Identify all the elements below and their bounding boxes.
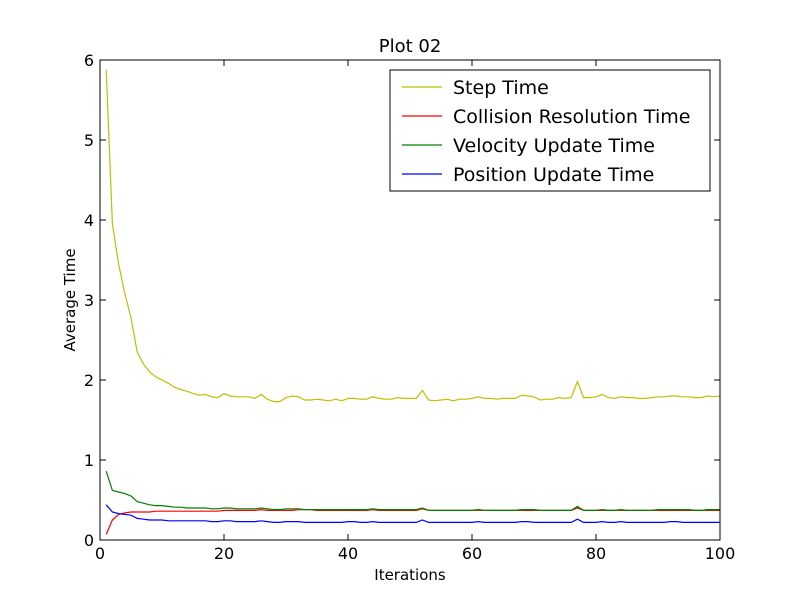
legend-label: Velocity Update Time <box>453 135 655 157</box>
y-tick-label: 0 <box>84 531 94 550</box>
x-tick-label: 0 <box>95 544 105 563</box>
x-axis-label: Iterations <box>374 566 446 584</box>
y-tick-label: 4 <box>84 211 94 230</box>
y-tick-label: 2 <box>84 371 94 390</box>
series-line-4 <box>105 504 720 524</box>
series-line-3 <box>105 471 720 511</box>
legend-label: Position Update Time <box>453 164 654 186</box>
legend-box <box>389 69 711 192</box>
legend: Step Time Collision Resolution Time Veloci… <box>389 69 711 192</box>
y-tick-label: 1 <box>84 451 94 470</box>
y-axis: 0 1 2 3 4 5 6 <box>84 51 720 550</box>
x-tick-label: 40 <box>338 544 358 563</box>
chart-title: Plot 02 <box>379 36 442 57</box>
x-tick-label: 60 <box>462 544 482 563</box>
x-tick-label: 80 <box>586 544 606 563</box>
series-layer <box>105 69 721 535</box>
y-tick-label: 5 <box>84 131 94 150</box>
legend-label: Step Time <box>453 77 549 99</box>
x-tick-label: 100 <box>705 544 736 563</box>
y-axis-label: Average Time <box>61 248 79 351</box>
y-tick-label: 3 <box>84 291 94 310</box>
series-line-1 <box>105 69 721 403</box>
legend-label: Collision Resolution Time <box>453 106 690 128</box>
x-tick-label: 20 <box>214 544 234 563</box>
y-tick-label: 6 <box>84 51 94 70</box>
x-axis: 0 20 40 60 80 100 <box>95 60 735 563</box>
